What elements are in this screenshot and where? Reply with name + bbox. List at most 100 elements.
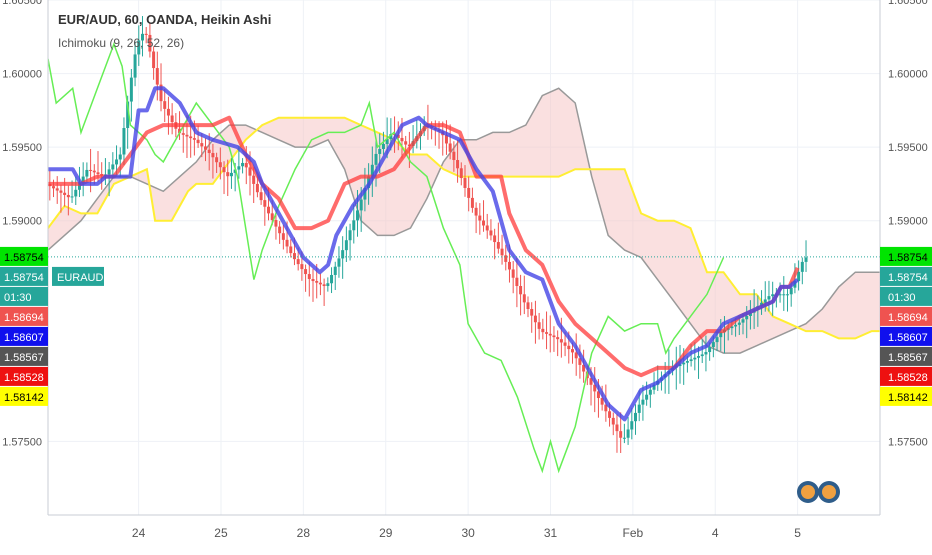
candle-body (711, 342, 715, 348)
tick-labels: 1.60500 1.60500 1.60000 1.60000 1.59500 1.595… (2, 0, 928, 540)
candle-body (645, 394, 649, 400)
candle-body (771, 294, 775, 297)
candle-body (363, 187, 367, 200)
price-label-right-bg (880, 326, 932, 346)
candle-body (322, 284, 326, 287)
candle-body (307, 274, 311, 280)
candle-body (52, 186, 56, 189)
candle-body (74, 189, 78, 197)
candle-body (737, 322, 741, 325)
candle-body (81, 176, 85, 184)
candle-body (782, 294, 786, 296)
candle-body (118, 154, 122, 160)
y-tick-label-left: 1.59000 (2, 216, 42, 228)
candle-body (760, 302, 764, 307)
candle-body (734, 324, 738, 327)
candle-body (285, 239, 289, 247)
x-tick-label: Feb (623, 526, 644, 540)
price-label-right-bg (880, 266, 932, 286)
candle-body (559, 339, 563, 343)
candle-body (378, 148, 382, 154)
candle-body (166, 108, 170, 116)
candle-body (548, 333, 552, 336)
candle-body (196, 139, 200, 144)
candle-body (281, 233, 285, 240)
candle-body (448, 143, 452, 152)
candle-body (396, 134, 400, 138)
chart-title: EUR/AUD, 60, OANDA, Heikin Ashi (58, 12, 271, 27)
candle-body (545, 332, 549, 334)
candle-body (400, 137, 404, 142)
candle-body (300, 264, 304, 270)
candle-body (222, 167, 226, 173)
candle-body (66, 194, 70, 198)
candle-body (745, 315, 749, 320)
chart-header: EUR/AUD, 60, OANDA, Heikin Ashi Ichimoku… (58, 12, 271, 50)
candle-body (229, 172, 233, 177)
candle-body (333, 266, 337, 275)
candle-body (563, 342, 567, 346)
candle-body (689, 359, 693, 362)
candle-body (615, 424, 619, 432)
candle-body (89, 169, 93, 171)
base-line (48, 115, 800, 378)
candle-body (374, 153, 378, 165)
candle-body (493, 235, 497, 243)
y-tick-label-right: 1.59000 (888, 216, 928, 228)
y-tick-label-right: 1.57500 (888, 436, 928, 448)
candle-body (155, 68, 159, 85)
x-tick-label: 24 (132, 526, 146, 540)
candle-body (511, 269, 515, 278)
candle-body (463, 178, 467, 188)
candle-body (252, 175, 256, 184)
candle-body (148, 34, 152, 52)
cloud-fill (48, 88, 880, 354)
candle-body (237, 166, 241, 170)
y-tick-label-left: 1.60500 (2, 0, 42, 7)
candle-body (452, 151, 456, 161)
candle-body (204, 146, 208, 150)
candle-body (381, 144, 385, 149)
x-tick-label: 28 (297, 526, 311, 540)
indicator-lines (47, 41, 880, 474)
candle-body (600, 398, 604, 405)
candle-body (708, 347, 712, 353)
candle-body (459, 168, 463, 179)
candle-body (800, 261, 804, 272)
candle-body (608, 411, 612, 418)
candle-body (537, 322, 541, 329)
candle-body (296, 259, 300, 265)
candle-body (552, 335, 556, 338)
price-label-right: 1.58754 (888, 272, 928, 284)
price-label-left: 1.58754 (4, 252, 44, 264)
price-label-right: 1.58142 (888, 392, 928, 404)
candle-body (522, 294, 526, 303)
candle-body (622, 437, 626, 439)
candle-body (185, 134, 189, 137)
candle-body (697, 356, 701, 358)
candle-body (278, 226, 282, 234)
price-label-right-bg (880, 346, 932, 366)
candle-body (482, 220, 486, 226)
candle-body (170, 115, 174, 123)
candle-body (126, 101, 130, 129)
price-label-left-bg (0, 246, 48, 266)
lagging-span-line (47, 41, 725, 474)
candle-body (211, 153, 215, 158)
candle-body (526, 302, 530, 309)
candle-body (704, 352, 708, 355)
price-label-right-bg (880, 246, 932, 266)
price-label-right: 1.58567 (888, 352, 928, 364)
x-tick-label: 25 (214, 526, 228, 540)
candle-body (641, 399, 645, 405)
candle-body (207, 149, 211, 154)
price-label-left: 1.58607 (4, 332, 44, 344)
candle-body (226, 172, 230, 177)
candle-body (541, 328, 545, 333)
candle-body (274, 219, 278, 227)
candle-body (330, 274, 334, 284)
leading-span-a-line (47, 116, 880, 340)
conversion-line (48, 86, 799, 422)
